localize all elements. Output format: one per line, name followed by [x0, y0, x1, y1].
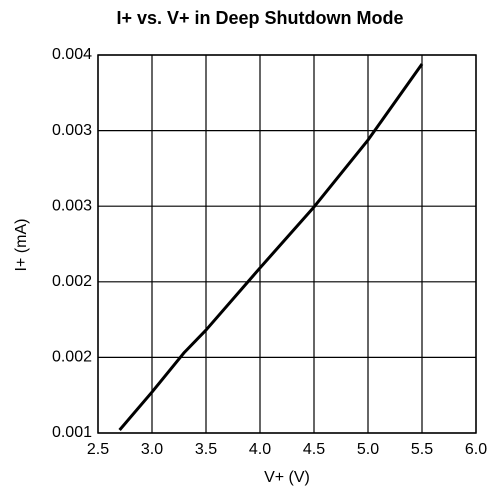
- y-axis-label: I+ (mA): [13, 219, 30, 272]
- y-tick-label: 0.001: [52, 424, 92, 441]
- y-tick-label: 0.002: [52, 273, 92, 290]
- data-line: [118, 63, 424, 431]
- y-tick-label: 0.002: [52, 349, 92, 366]
- x-axis-label: V+ (V): [264, 469, 310, 486]
- x-tick-label: 5.0: [357, 441, 379, 458]
- x-tick-label: 3.0: [141, 441, 163, 458]
- x-tick-label: 3.5: [195, 441, 217, 458]
- y-tick-label: 0.003: [52, 122, 92, 139]
- x-tick-label: 6.0: [465, 441, 487, 458]
- y-tick-label: 0.003: [52, 197, 92, 214]
- chart-title: I+ vs. V+ in Deep Shutdown Mode: [116, 8, 403, 28]
- x-tick-label: 2.5: [87, 441, 109, 458]
- x-tick-label: 5.5: [411, 441, 433, 458]
- x-tick-label: 4.5: [303, 441, 325, 458]
- plot-frame: [97, 54, 477, 434]
- x-tick-label: 4.0: [249, 441, 271, 458]
- y-tick-label: 0.004: [52, 46, 92, 63]
